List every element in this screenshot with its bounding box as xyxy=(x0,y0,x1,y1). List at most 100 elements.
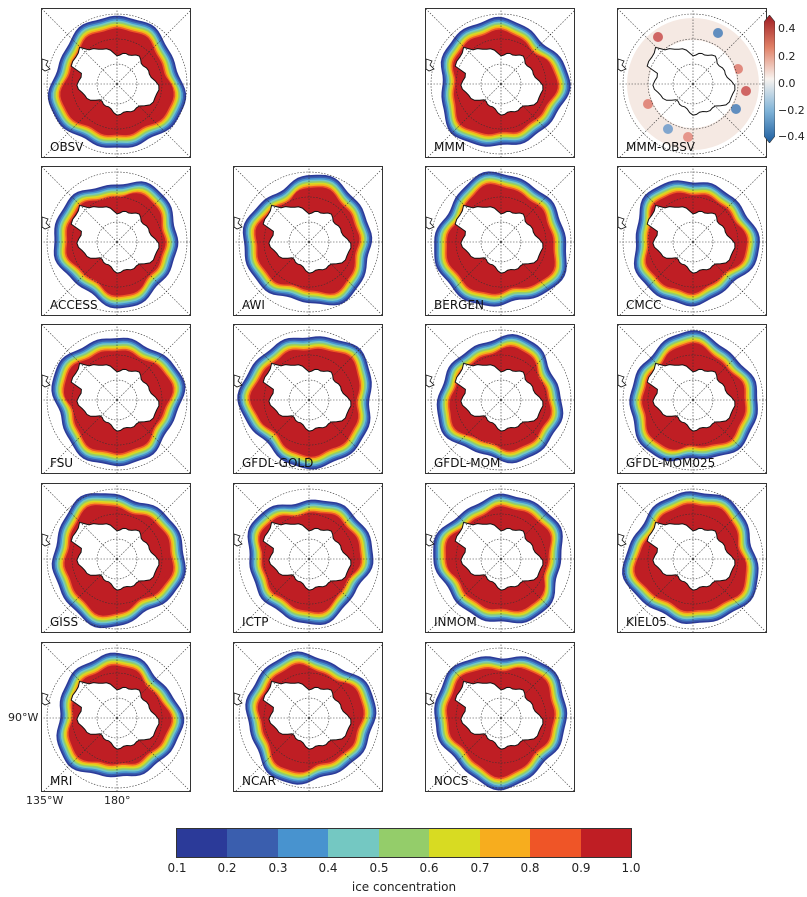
map-panel-mmm: MMM xyxy=(425,8,575,158)
map-panel-access: ACCESS xyxy=(41,166,191,316)
colorbar-tick: 0.3 xyxy=(268,861,288,875)
meridian-line xyxy=(234,167,310,243)
meridian-line xyxy=(619,558,694,632)
colorbar-tick: 0.9 xyxy=(571,861,591,875)
colorbar-segment xyxy=(580,829,631,857)
latitude-circle xyxy=(288,379,330,421)
panel-label: INMOM xyxy=(434,615,477,629)
polar-map xyxy=(234,167,382,315)
map-panel-inmom: INMOM xyxy=(425,483,575,633)
meridian-line xyxy=(43,399,118,473)
meridian-line xyxy=(116,168,190,243)
meridian-line xyxy=(43,558,118,632)
panel-label: GFDL-MOM xyxy=(434,456,501,470)
meridian-line xyxy=(308,241,382,315)
map-panel-gfdl-gold: GFDL-GOLD xyxy=(233,324,383,474)
panel-label: NOCS xyxy=(434,774,469,788)
meridian-line xyxy=(235,399,310,473)
meridian-line xyxy=(692,10,766,85)
meridian-line xyxy=(426,643,502,719)
meridian-line xyxy=(234,325,310,401)
colorbar-segment xyxy=(530,829,581,857)
latitude-circle xyxy=(480,697,522,739)
meridian-line xyxy=(42,325,118,401)
colorbar-tick: 0.4 xyxy=(318,861,338,875)
meridian-line xyxy=(116,399,190,473)
meridian-line xyxy=(692,326,766,401)
map-panel-ncar: NCAR xyxy=(233,642,383,792)
meridian-line xyxy=(618,167,694,243)
polar-map xyxy=(426,9,574,157)
diff-anomaly xyxy=(643,99,653,109)
meridian-line xyxy=(500,558,574,632)
meridian-line xyxy=(427,399,502,473)
diff-tick: −0.4 xyxy=(778,130,805,143)
meridian-line xyxy=(427,558,502,632)
latitude-circle xyxy=(672,221,714,263)
colorbar-segment xyxy=(177,829,228,857)
map-panel-awi: AWI xyxy=(233,166,383,316)
map-panel-obsv: OBSV xyxy=(41,8,191,158)
map-panel-giss: GISS xyxy=(41,483,191,633)
meridian-line xyxy=(692,168,766,243)
map-panel-ictp: ICTP xyxy=(233,483,383,633)
meridian-line xyxy=(308,168,382,243)
meridian-line xyxy=(692,241,766,315)
panel-label: NCAR xyxy=(242,774,276,788)
colorbar-tick: 0.5 xyxy=(369,861,389,875)
meridian-line xyxy=(500,241,574,315)
south-america-tip xyxy=(426,216,435,230)
meridian-line xyxy=(500,10,574,85)
map-panel-mmm-obsv: MMM-OBSV xyxy=(617,8,767,158)
latitude-circle xyxy=(480,379,522,421)
panel-label: AWI xyxy=(242,298,265,312)
colorbar-tick: 0.7 xyxy=(470,861,490,875)
meridian-line xyxy=(43,83,118,157)
latitude-circle xyxy=(96,63,138,105)
south-america-tip xyxy=(234,533,243,547)
diff-tick: −0.2 xyxy=(778,104,805,117)
meridian-line xyxy=(618,484,694,560)
latitude-circle xyxy=(480,221,522,263)
meridian-line xyxy=(500,399,574,473)
meridian-line xyxy=(500,644,574,719)
meridian-line xyxy=(618,325,694,401)
south-america-tip xyxy=(426,533,435,547)
latitude-circle xyxy=(96,379,138,421)
meridian-line xyxy=(116,83,190,157)
panel-label: OBSV xyxy=(50,140,84,154)
meridian-line xyxy=(692,485,766,560)
meridian-line xyxy=(43,717,118,791)
meridian-line xyxy=(308,399,382,473)
map-panel-kiel05: KIEL05 xyxy=(617,483,767,633)
polar-map xyxy=(234,643,382,791)
panel-label: MMM xyxy=(434,140,466,154)
polar-map xyxy=(42,643,190,791)
lon-label-bottom: 180° xyxy=(104,794,131,807)
diff-anomaly xyxy=(713,28,723,38)
colorbar-tick: 0.6 xyxy=(419,861,439,875)
polar-map xyxy=(234,484,382,632)
meridian-line xyxy=(427,241,502,315)
map-panel-nocs: NOCS xyxy=(425,642,575,792)
latitude-circle xyxy=(96,538,138,580)
south-america-tip xyxy=(618,533,627,547)
meridian-line xyxy=(235,241,310,315)
meridian-line xyxy=(692,558,766,632)
diff-anomaly xyxy=(653,32,663,42)
south-america-tip xyxy=(426,374,435,388)
colorbar-segment xyxy=(429,829,480,857)
map-panel-gfdl-mom: GFDL-MOM xyxy=(425,324,575,474)
meridian-line xyxy=(116,326,190,401)
meridian-line xyxy=(234,484,310,560)
meridian-line xyxy=(308,717,382,791)
panel-label: GFDL-GOLD xyxy=(242,456,314,470)
polar-map xyxy=(234,325,382,473)
meridian-line xyxy=(618,9,694,85)
south-america-tip xyxy=(234,216,243,230)
latitude-circle xyxy=(672,379,714,421)
diff-anomaly xyxy=(741,86,751,96)
colorbar-segment xyxy=(479,829,531,857)
ice-concentration-colorbar xyxy=(176,828,632,858)
panel-label: BERGEN xyxy=(434,298,485,312)
